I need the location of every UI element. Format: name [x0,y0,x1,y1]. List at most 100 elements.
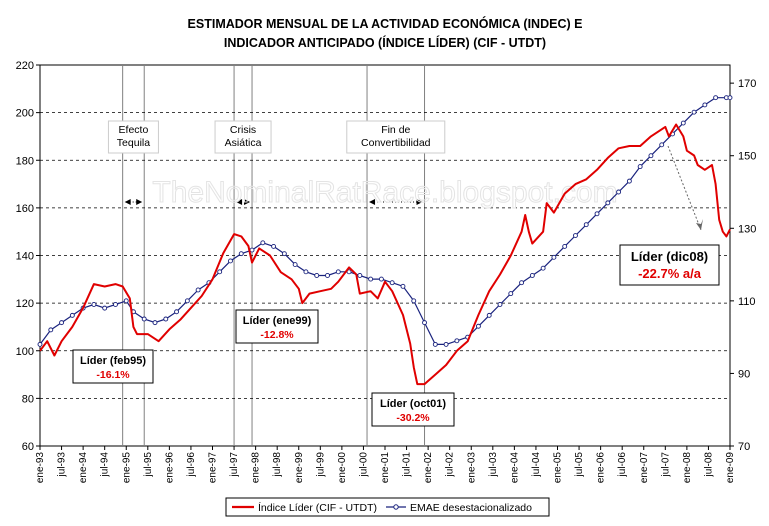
x-tick-label: ene-01 [380,452,391,484]
x-tick-label: ene-03 [466,452,477,484]
series-lider-line [39,123,731,386]
event-label-box [107,120,159,154]
data-point [573,233,578,238]
x-tick-label: ene-09 [725,452,736,484]
x-tick-label: jul-02 [445,452,456,478]
event-label: Fin de [381,124,410,136]
y-right-tick-label: 70 [738,441,750,453]
x-tick-label: ene-06 [596,452,607,484]
event-label: Tequila [117,137,150,149]
x-tick-label: ene-96 [164,452,175,484]
arrow-left-icon [124,199,131,205]
data-point [91,302,97,307]
x-tick-label: jul-94 [100,452,111,478]
annotation-title: Líder (dic08) [631,249,708,264]
x-tick-label: jul-07 [660,452,671,478]
arrow-down-icon [696,219,703,230]
data-point [389,280,395,286]
annotation-title: Líder (oct01) [380,398,446,410]
x-tick-label: ene-93 [35,452,46,484]
x-tick-label: jul-98 [272,452,283,478]
x-tick-label: ene-04 [509,452,520,484]
x-tick-label: jul-95 [143,452,154,478]
data-point [281,251,287,257]
data-point [422,320,427,326]
data-point [637,164,643,170]
y-left-tick-label: 200 [16,108,34,120]
x-tick-label: ene-99 [294,452,305,484]
data-point [184,298,190,304]
annotation-pointer [667,145,702,231]
data-point [249,247,255,253]
data-point [400,283,406,289]
arrow-right-icon [136,199,143,205]
data-point [141,316,147,322]
data-point [174,309,180,315]
data-point [626,178,632,184]
legend-marker-emae [393,504,399,510]
x-tick-label: jul-08 [703,452,714,478]
data-point [368,276,374,282]
data-point [292,262,298,268]
data-point [102,305,108,311]
data-point [123,298,129,304]
annotation-box [72,349,154,384]
data-point [152,320,158,326]
annotation-box [235,309,319,344]
data-point [508,291,514,297]
data-point [432,341,438,347]
data-point [659,142,665,148]
data-point [540,265,546,271]
arrow-right-icon [244,199,251,205]
data-point [529,273,535,278]
x-tick-label: ene-05 [553,452,564,484]
data-point [69,312,75,318]
y-left-tick-label: 100 [16,346,34,358]
annotation-box [371,392,455,427]
data-point [113,302,118,307]
y-left-tick-label: 220 [16,60,34,72]
annotation-box [619,244,720,286]
annotation: Líder (dic08) -22.7% a/a [619,244,720,286]
annotation: Líder (ene99) -12.8% [235,309,319,344]
x-tick-label: jul-96 [186,452,197,478]
x-tick-label: ene-97 [208,452,219,484]
data-point [378,276,384,282]
x-tick-label: ene-94 [78,452,89,484]
x-tick-label: ene-98 [251,452,262,484]
x-tick-label: jul-04 [531,452,542,478]
data-point [691,109,697,115]
annotation: Líder (feb95) -16.1% [72,349,154,384]
data-point [648,153,654,159]
watermark: TheNominalRatRace.blogspot.com [152,176,617,209]
data-point [713,95,719,101]
y-left-tick-label: 160 [16,203,34,215]
x-tick-label: jul-06 [617,452,628,478]
annotation-title: Líder (feb95) [80,355,146,367]
event-label: Crisis [230,124,256,136]
event-label-box [214,120,272,154]
annotation: Líder (oct01) -30.2% [371,392,455,427]
data-point [48,327,54,333]
arrow-left-icon [369,199,376,205]
data-point [335,269,341,275]
data-point [702,102,708,108]
annotation-value: -30.2% [396,412,430,424]
data-point [195,287,201,293]
data-point [594,211,600,217]
arrow-right-icon [416,199,423,205]
data-point [228,258,233,264]
event-label-box [346,120,446,154]
chart-title-line-2: INDICADOR ANTICIPADO (ÍNDICE LÍDER) (CIF… [224,35,546,50]
x-tick-label: jul-97 [229,452,240,478]
data-point [519,280,525,286]
data-point [616,189,622,195]
annotation-value: -12.8% [260,329,294,341]
data-point [59,320,65,326]
data-point [37,341,43,347]
x-tick-label: jul-99 [315,452,326,478]
x-tick-label: ene-07 [639,452,650,484]
y-left-tick-label: 180 [16,155,34,167]
x-tick-label: ene-95 [121,452,132,484]
